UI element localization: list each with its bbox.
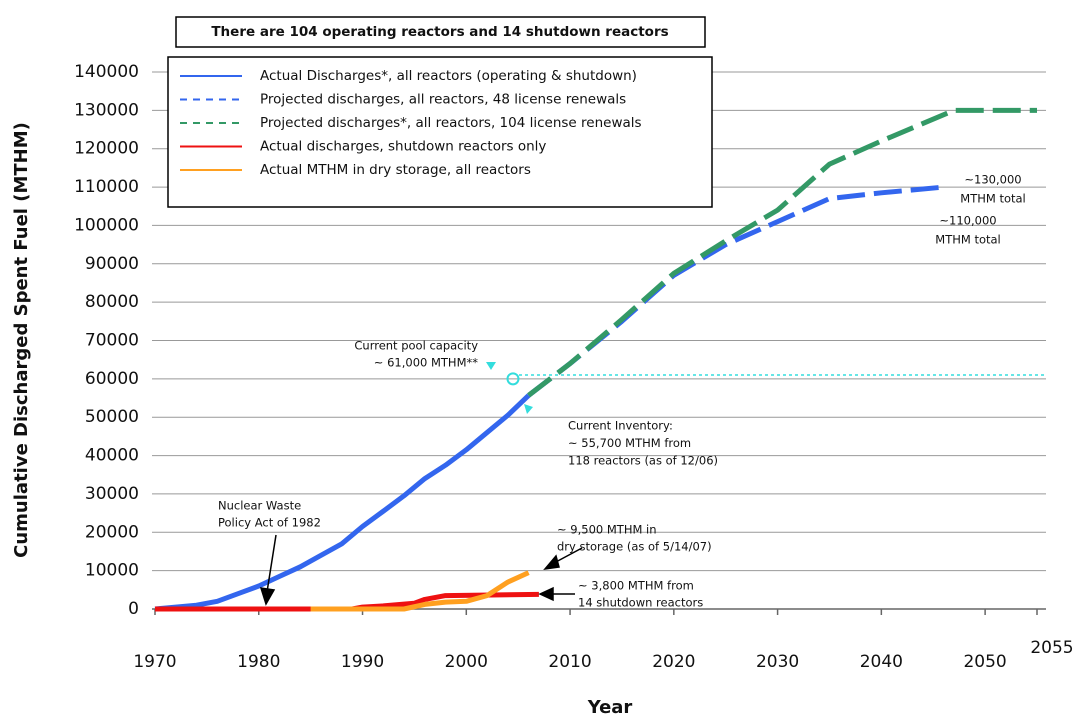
x-tick-label: 2000	[445, 652, 488, 672]
annotation: ~ 61,000 MTHM**	[374, 356, 478, 370]
title-box	[175, 16, 706, 48]
annotation: dry storage (as of 5/14/07)	[557, 540, 712, 554]
annotation: ~ 55,700 MTHM from	[568, 436, 691, 450]
y-tick-label: 80000	[85, 292, 139, 312]
y-tick-label: 40000	[85, 446, 139, 466]
marker	[524, 404, 533, 414]
y-tick-label: 0	[128, 599, 139, 619]
legend-label: Projected discharges*, all reactors, 104…	[260, 115, 642, 131]
series-line	[310, 570, 530, 612]
legend-label: Actual Discharges*, all reactors (operat…	[260, 68, 637, 84]
legend-label: Actual MTHM in dry storage, all reactors	[260, 162, 531, 178]
y-axis-label: Cumulative Discharged Spent Fuel (MTHM)	[11, 122, 32, 558]
plot: 0 10000 20000 30000 40000 50000 60000 70000 8000…	[74, 62, 1074, 672]
legend-label: Actual discharges, shutdown reactors onl…	[260, 139, 546, 155]
y-tick-label: 110000	[74, 177, 139, 197]
x-axis-label: Year	[587, 697, 633, 718]
y-tick-label: 50000	[85, 407, 139, 427]
annotation: ~ 9,500 MTHM in	[557, 523, 657, 537]
x-tick-label: 1990	[341, 652, 384, 672]
y-tick-label: 10000	[85, 561, 139, 581]
x-tick-label: 1980	[237, 652, 280, 672]
annotation: ~ 3,800 MTHM from	[578, 579, 694, 593]
annotation: 14 shutdown reactors	[578, 596, 703, 610]
series-line	[527, 184, 944, 398]
y-tick-label: 100000	[74, 215, 139, 235]
y-tick-label: 70000	[85, 331, 139, 351]
arrows	[259, 534, 583, 606]
pool-capacity-point	[506, 372, 520, 386]
x-tick-label: 2020	[652, 652, 695, 672]
series-line	[154, 393, 531, 612]
series-line	[527, 107, 1037, 398]
annotation: Current pool capacity	[354, 339, 478, 353]
annotation: Nuclear Waste	[218, 499, 301, 513]
annotation: Current Inventory:	[568, 419, 673, 433]
annotation: Policy Act of 1982	[218, 516, 321, 530]
x-tick-label: 2030	[756, 652, 799, 672]
y-tick-label: 30000	[85, 484, 139, 504]
x-tick-label: 2040	[860, 652, 903, 672]
y-tick-label: 90000	[85, 254, 139, 274]
y-tick-label: 130000	[74, 100, 139, 120]
x-tick-label: 2055	[1030, 638, 1073, 658]
annotation: ~130,000	[964, 173, 1021, 187]
legend: Actual Discharges*, all reactors (operat…	[180, 68, 642, 178]
y-tick-label: 140000	[74, 62, 139, 82]
y-tick-label: 120000	[74, 139, 139, 159]
chart-title: There are 104 operating reactors and 14 …	[211, 24, 668, 40]
y-tick-label: 20000	[85, 522, 139, 542]
legend-box	[167, 56, 713, 208]
legend-label: Projected discharges, all reactors, 48 l…	[260, 92, 626, 108]
x-tick-label: 2050	[963, 652, 1006, 672]
marker	[486, 362, 496, 370]
x-tick-label: 2010	[548, 652, 591, 672]
y-tick-label: 60000	[85, 369, 139, 389]
annotation: MTHM total	[960, 192, 1025, 206]
x-tick-label: 1970	[133, 652, 176, 672]
annotation: MTHM total	[935, 233, 1000, 247]
annotation: 118 reactors (as of 12/06)	[568, 454, 718, 468]
annotation: ~110,000	[939, 214, 996, 228]
